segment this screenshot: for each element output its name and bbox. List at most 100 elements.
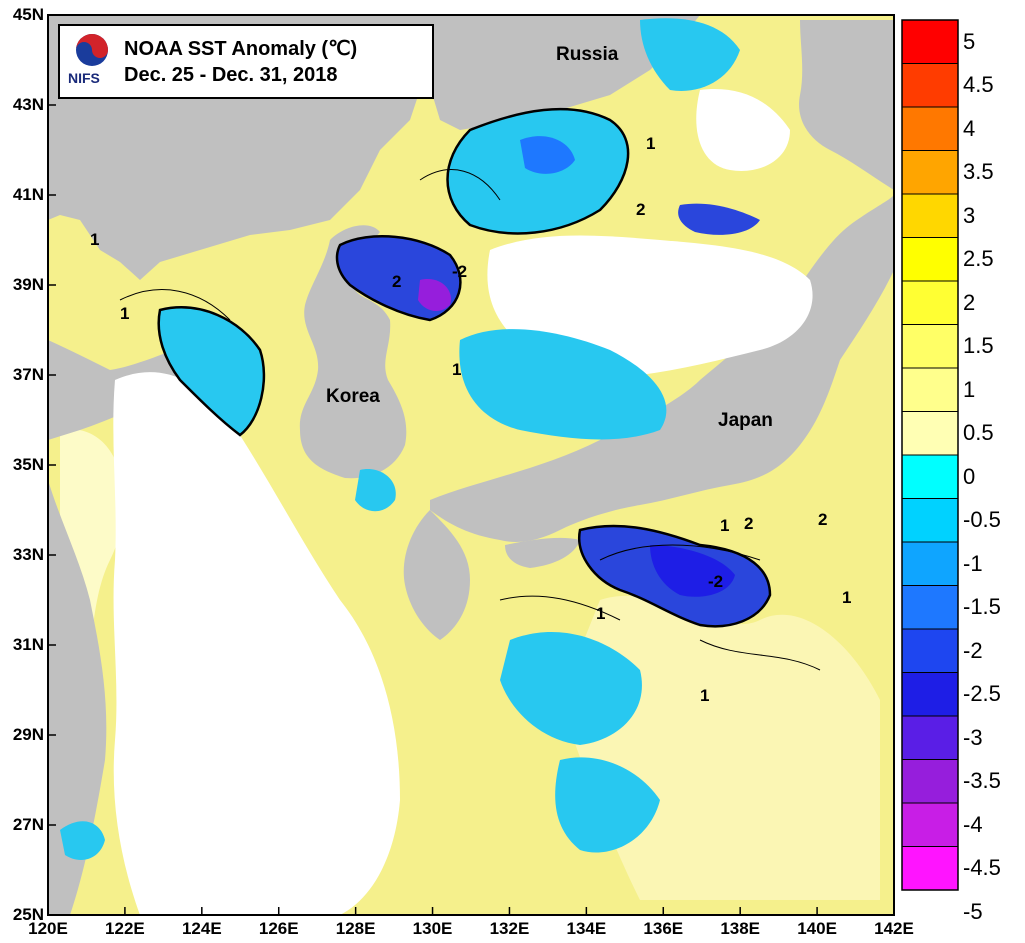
deep-negative-anomaly-region bbox=[678, 203, 760, 235]
lon-tick-label: 126E bbox=[258, 919, 299, 938]
lat-tick-label: 33N bbox=[12, 545, 44, 564]
legend-swatch bbox=[901, 367, 959, 412]
map-area bbox=[48, 15, 894, 915]
no-data-region bbox=[113, 372, 400, 915]
contour-label: 1 bbox=[842, 588, 852, 607]
contour-label: 2 bbox=[744, 514, 754, 533]
legend-value-label: -3 bbox=[963, 724, 983, 750]
legend-swatch bbox=[901, 628, 959, 673]
taegeuk-logo-icon bbox=[76, 34, 108, 66]
legend-swatch bbox=[901, 672, 959, 717]
legend-value-label: -0.5 bbox=[963, 507, 1001, 533]
lon-tick-label: 124E bbox=[181, 919, 222, 938]
legend-swatch bbox=[901, 715, 959, 760]
legend-swatch bbox=[901, 498, 959, 543]
lat-tick-label: 29N bbox=[12, 725, 44, 744]
legend-value-label: -4 bbox=[963, 811, 983, 837]
korea-land bbox=[299, 225, 407, 479]
title-box: NIFS NOAA SST Anomaly (℃) Dec. 25 - Dec.… bbox=[58, 24, 434, 99]
legend-value-label: 4.5 bbox=[963, 72, 994, 98]
legend-value-label: -1 bbox=[963, 550, 983, 576]
contour-label: 1 bbox=[646, 134, 656, 153]
japan-hokkaido-land bbox=[799, 20, 894, 190]
contour-label: 1 bbox=[120, 304, 130, 323]
legend-value-label: 1.5 bbox=[963, 333, 994, 359]
lat-tick-label: 25N bbox=[12, 905, 44, 924]
place-label-russia: Russia bbox=[556, 44, 619, 65]
negative-anomaly-region bbox=[640, 18, 740, 91]
legend-value-label: 3 bbox=[963, 202, 976, 228]
legend-swatch bbox=[901, 150, 959, 195]
legend-swatch bbox=[901, 759, 959, 804]
lat-tick-label: 35N bbox=[12, 455, 44, 474]
lat-tick-label: 39N bbox=[12, 275, 44, 294]
legend-swatch bbox=[901, 193, 959, 238]
legend-swatch bbox=[901, 19, 959, 64]
contour-label: 1 bbox=[700, 686, 710, 705]
legend-value-label: 2.5 bbox=[963, 246, 994, 272]
lat-tick-label: 43N bbox=[12, 95, 44, 114]
legend-value-label: -2 bbox=[963, 637, 983, 663]
contour-label: 1 bbox=[720, 516, 730, 535]
legend-value-label: 4 bbox=[963, 115, 976, 141]
lat-tick-label: 41N bbox=[12, 185, 44, 204]
lat-tick-label: 37N bbox=[12, 365, 44, 384]
lon-tick-label: 130E bbox=[412, 919, 453, 938]
negative-anomaly-region bbox=[355, 469, 396, 512]
legend-value-label: 0.5 bbox=[963, 420, 994, 446]
legend-value-label: 5 bbox=[963, 28, 976, 54]
legend-swatch bbox=[901, 802, 959, 847]
place-label-korea: Korea bbox=[326, 386, 380, 407]
china-coast-land bbox=[48, 480, 107, 915]
lat-tick-label: 45N bbox=[12, 5, 44, 24]
axis-ticks bbox=[47, 14, 895, 916]
contour-label: 2 bbox=[636, 200, 646, 219]
japan-honshu-land bbox=[430, 195, 894, 542]
no-data-region bbox=[696, 89, 790, 171]
lat-tick-label: 27N bbox=[12, 815, 44, 834]
legend-value-label: 2 bbox=[963, 289, 976, 315]
japan-kyushu-land bbox=[403, 510, 470, 640]
legend-swatch bbox=[901, 324, 959, 369]
lon-tick-label: 142E bbox=[874, 919, 914, 938]
negative-anomaly-region bbox=[555, 757, 660, 853]
lon-tick-label: 132E bbox=[489, 919, 530, 938]
contour-label: 1 bbox=[90, 230, 100, 249]
russia-land bbox=[420, 15, 700, 130]
lon-tick-label: 122E bbox=[105, 919, 145, 938]
map-date-range: Dec. 25 - Dec. 31, 2018 bbox=[124, 64, 338, 86]
contour-label: 1 bbox=[596, 604, 606, 623]
deep-negative-anomaly-region bbox=[418, 279, 451, 312]
contour-label: -2 bbox=[708, 572, 724, 591]
contour-label: 2 bbox=[818, 510, 828, 529]
lon-tick-label: 138E bbox=[720, 919, 761, 938]
logo-text: NIFS bbox=[68, 70, 100, 86]
contour-label: -2 bbox=[452, 262, 468, 281]
legend-swatch bbox=[901, 454, 959, 499]
legend-swatch bbox=[901, 411, 959, 456]
legend-swatch bbox=[901, 280, 959, 325]
lon-tick-label: 136E bbox=[643, 919, 684, 938]
map-title: NOAA SST Anomaly (℃) bbox=[124, 38, 358, 60]
legend-value-label: -3.5 bbox=[963, 768, 1001, 794]
legend-border bbox=[901, 19, 959, 891]
lon-tick-label: 134E bbox=[566, 919, 607, 938]
legend-swatch bbox=[901, 846, 959, 891]
negative-anomaly-region bbox=[158, 307, 264, 435]
deep-negative-anomaly-region bbox=[650, 545, 735, 597]
lon-tick-label: 120E bbox=[28, 919, 68, 938]
lon-tick-label: 128E bbox=[335, 919, 376, 938]
lat-tick-label: 31N bbox=[12, 635, 44, 654]
negative-anomaly-region bbox=[500, 631, 642, 745]
legend-colorbar bbox=[901, 19, 959, 891]
legend-swatch bbox=[901, 63, 959, 108]
negative-anomaly-region bbox=[60, 821, 105, 860]
legend-swatch bbox=[901, 541, 959, 586]
deep-negative-anomaly-region bbox=[520, 136, 575, 174]
legend-swatch bbox=[901, 585, 959, 630]
contour-label: 1 bbox=[452, 360, 462, 379]
legend-value-label: -1.5 bbox=[963, 594, 1001, 620]
bold-contour-lines bbox=[157, 107, 772, 628]
lon-tick-label: 140E bbox=[797, 919, 837, 938]
